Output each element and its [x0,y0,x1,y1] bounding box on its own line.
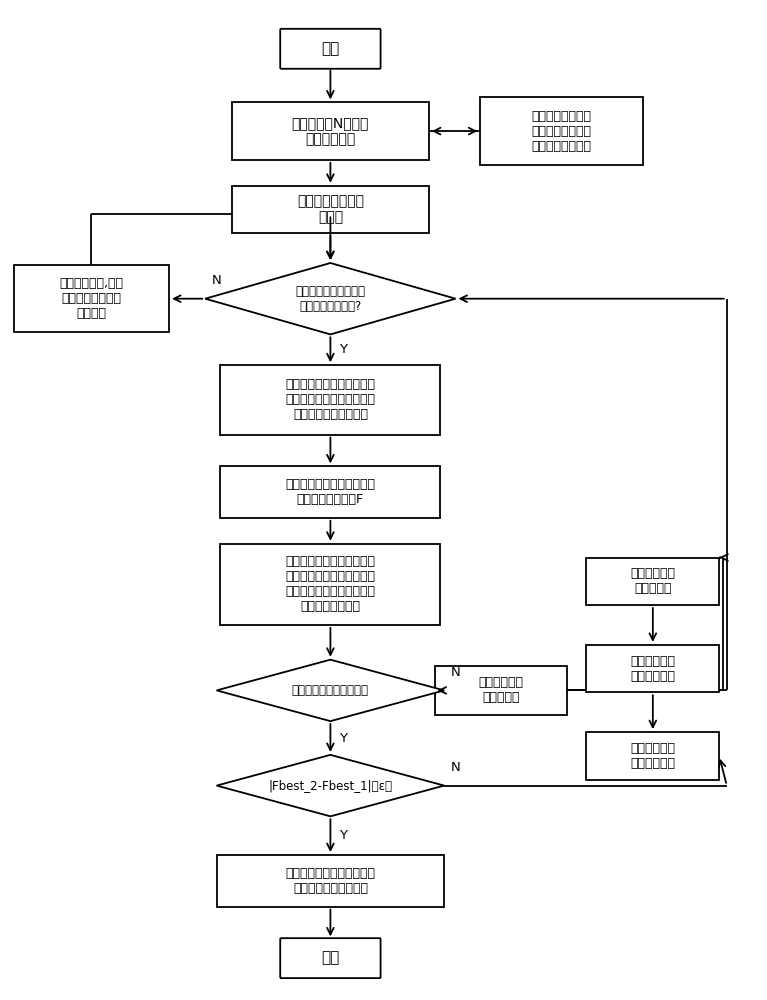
FancyBboxPatch shape [280,29,380,69]
Text: 结束: 结束 [321,951,340,966]
Text: 随机初始化N个粒子
的位置及速度: 随机初始化N个粒子 的位置及速度 [291,116,369,146]
Text: 根据规则更新
例子运动速度: 根据规则更新 例子运动速度 [630,655,675,683]
Text: Y: Y [340,732,347,744]
Text: 调节粒子位置,使其
满足光伏有功无功
出力约束: 调节粒子位置,使其 满足光伏有功无功 出力约束 [59,277,123,320]
Text: 取第一个粒子为当
前粒子: 取第一个粒子为当 前粒子 [297,194,364,225]
Bar [220,365,440,435]
Polygon shape [206,263,456,334]
Bar [216,855,444,907]
Text: N: N [211,274,221,287]
Text: |Fbest_2-Fbest_1|＜ε？: |Fbest_2-Fbest_1|＜ε？ [268,779,393,792]
Text: N: N [450,761,460,774]
Text: Y: Y [340,829,347,842]
Bar [220,544,440,625]
Bar [220,466,440,518]
Bar [232,102,429,160]
Polygon shape [216,660,444,721]
Bar [587,645,719,692]
Bar [480,97,644,165]
Text: 根据负荷数据，及光伏输出
数据（对应一个粒子的可行
解）计算配网潮流分布: 根据负荷数据，及光伏输出 数据（对应一个粒子的可行 解）计算配网潮流分布 [285,378,375,421]
Bar [587,732,719,780]
Polygon shape [216,755,444,816]
Text: 取下一个粒子
为当前粒子: 取下一个粒子 为当前粒子 [479,676,524,704]
Text: 检查粒子是否满足光伏
有功无功出力约束?: 检查粒子是否满足光伏 有功无功出力约束? [295,285,365,313]
Text: 每个粒子的一个位
置对应一组光伏出
力值（即可行解）: 每个粒子的一个位 置对应一组光伏出 力值（即可行解） [532,110,592,153]
Text: 取第一个粒子
为当前粒子: 取第一个粒子 为当前粒子 [630,567,675,595]
Bar [587,558,719,605]
Text: 开始: 开始 [321,41,340,56]
FancyBboxPatch shape [280,938,380,978]
Text: 根据潮流计算结果，计算当
前粒子本次适应度F: 根据潮流计算结果，计算当 前粒子本次适应度F [285,478,375,506]
Text: 输出全局最优适应度对应的
粒子位置即为光伏输出: 输出全局最优适应度对应的 粒子位置即为光伏输出 [285,867,375,895]
Text: 根据运动速度
更新粒子位置: 根据运动速度 更新粒子位置 [630,742,675,770]
Bar [14,265,170,332]
Text: 本代所有粒子是否已遍历: 本代所有粒子是否已遍历 [292,684,369,697]
Text: Y: Y [340,343,347,356]
Bar [435,666,568,715]
Bar [232,186,429,233]
Text: N: N [450,666,460,679]
Text: 更新单个粒子最优适应度值
及其对应的粒子位置，以及
全部粒子的最优适应度值及
其对应的粒子位置: 更新单个粒子最优适应度值 及其对应的粒子位置，以及 全部粒子的最优适应度值及 其… [285,555,375,613]
